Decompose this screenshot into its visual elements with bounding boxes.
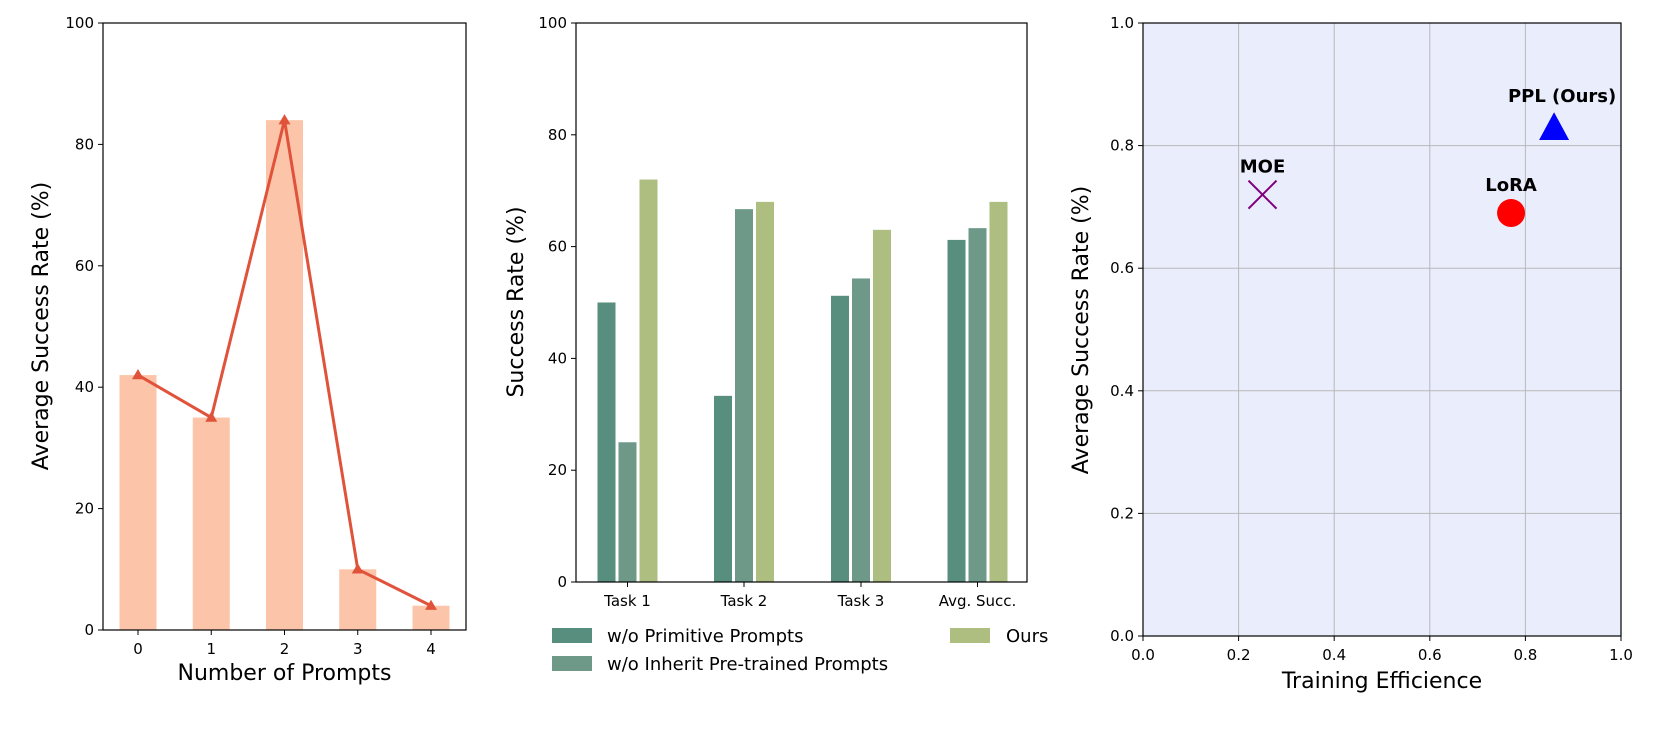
chart1-xlabel: Number of Prompts <box>178 661 392 686</box>
chart3-frame <box>1142 22 1622 637</box>
chart2-ylabel: Success Rate (%) <box>504 206 529 397</box>
chart2-legend: w/o Primitive Prompts w/o Inherit Pre-tr… <box>552 626 1048 675</box>
bar-ours-3 <box>989 201 1008 582</box>
ytick-label: 60 <box>75 257 94 275</box>
ytick-label: 1.0 <box>1110 14 1134 32</box>
xtick-label: 0.4 <box>1322 646 1346 664</box>
bar-w-o-inherit-pre-trained-prompts-1 <box>735 209 753 582</box>
xtick-label: 2 <box>280 640 290 658</box>
xtick-label: Task 1 <box>603 592 651 610</box>
ytick-label: 0.2 <box>1110 504 1134 522</box>
point-label-ppl-ours: PPL (Ours) <box>1508 86 1616 107</box>
point-moe <box>1247 179 1278 210</box>
bar-w-o-primitive-prompts-1 <box>714 395 732 582</box>
chart-efficiency: MOE LoRA PPL (Ours) 0.0 0.2 0.4 0.6 0.8 1.0 0.0… <box>1069 14 1633 694</box>
ytick-label: 100 <box>538 14 567 32</box>
xtick-label: 1.0 <box>1609 646 1633 664</box>
bar-w-o-inherit-pre-trained-prompts-3 <box>968 228 987 582</box>
ytick-label: 0 <box>557 573 567 591</box>
ytick-label: 20 <box>548 461 567 479</box>
chart3-ylabel: Average Success Rate (%) <box>1069 186 1094 474</box>
chart3-xlabel: Training Efficience <box>1281 669 1482 694</box>
ytick-label: 0 <box>84 621 94 639</box>
legend-swatch-inherit <box>552 656 592 671</box>
chart3-background <box>1143 23 1621 636</box>
xtick-label: 0.0 <box>1131 646 1155 664</box>
ytick-label: 80 <box>75 135 94 153</box>
bar-ours-0 <box>639 179 658 582</box>
xtick-label: Avg. Succ. <box>939 592 1017 610</box>
ytick-label: 80 <box>548 126 567 144</box>
point-label-moe: MOE <box>1240 157 1286 178</box>
xtick-label: 1 <box>206 640 216 658</box>
bar-ours-2 <box>873 229 891 582</box>
xtick-label: Task 2 <box>720 592 768 610</box>
xtick-label: 0.6 <box>1418 646 1442 664</box>
point-label-lora: LoRA <box>1485 175 1537 196</box>
chart-prompts: 0 20 40 60 80 100 0 1 2 3 4 Number of Prompts Ave… <box>29 14 467 686</box>
point-ppl-ours <box>1539 112 1570 140</box>
legend-swatch-ours <box>950 628 990 643</box>
chart-ablation: 0 20 40 60 80 100 Task 1 Task 2 Task 3 Avg. Succ… <box>504 14 1048 675</box>
xtick-label: 0.8 <box>1513 646 1537 664</box>
line-marker-1 <box>205 411 218 422</box>
bar-w-o-inherit-pre-trained-prompts-0 <box>618 442 637 582</box>
chart1-ylabel: Average Success Rate (%) <box>29 182 54 470</box>
line-marker-4 <box>425 599 437 610</box>
bar-w-o-inherit-pre-trained-prompts-2 <box>852 278 870 582</box>
bar-w-o-primitive-prompts-0 <box>597 302 616 582</box>
bar-w-o-primitive-prompts-3 <box>947 239 966 582</box>
xtick-label: 3 <box>353 640 363 658</box>
bar-prompts-2 <box>266 120 303 631</box>
bar-w-o-primitive-prompts-2 <box>831 295 849 582</box>
ytick-label: 0.8 <box>1110 137 1134 155</box>
xtick-label: 0.2 <box>1227 646 1251 664</box>
legend-swatch-primitive <box>552 628 592 643</box>
ytick-label: 0.6 <box>1110 259 1134 277</box>
xtick-label: Task 3 <box>837 592 885 610</box>
ytick-label: 0.0 <box>1110 627 1134 645</box>
bar-prompts-3 <box>339 569 377 630</box>
ytick-label: 60 <box>548 238 567 256</box>
xtick-label: 0 <box>133 640 143 658</box>
bar-ours-1 <box>756 201 774 582</box>
legend-label-inherit: w/o Inherit Pre-trained Prompts <box>607 654 888 675</box>
ytick-label: 20 <box>75 500 94 518</box>
legend-label-primitive: w/o Primitive Prompts <box>607 626 803 647</box>
point-lora <box>1497 199 1526 228</box>
ytick-label: 0.4 <box>1110 382 1134 400</box>
ytick-label: 100 <box>65 14 94 32</box>
xtick-label: 4 <box>426 640 436 658</box>
bar-prompts-0 <box>119 375 157 630</box>
ytick-label: 40 <box>75 378 94 396</box>
line-marker-0 <box>132 369 144 380</box>
ytick-label: 40 <box>548 349 567 367</box>
chart2-frame <box>575 22 1028 583</box>
legend-label-ours: Ours <box>1006 626 1048 647</box>
bar-prompts-1 <box>192 417 230 630</box>
line-marker-2 <box>278 114 291 125</box>
line-marker-3 <box>351 563 364 574</box>
